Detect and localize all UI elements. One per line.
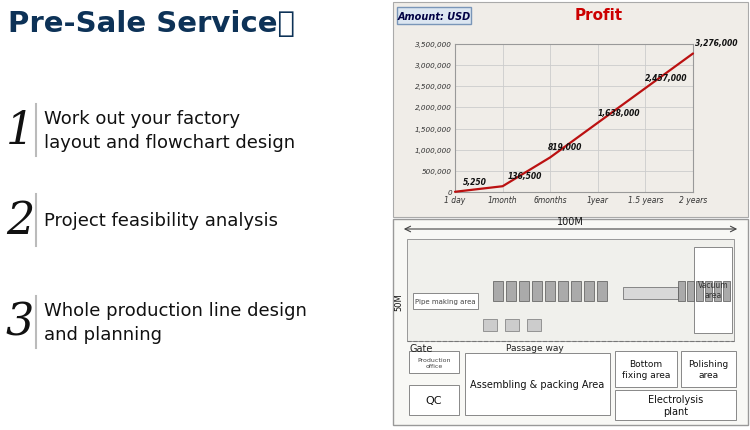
Text: 5,250: 5,250 xyxy=(463,177,487,186)
Bar xyxy=(678,281,685,301)
Text: Amount: USD: Amount: USD xyxy=(398,12,471,22)
Text: 1,500,000: 1,500,000 xyxy=(416,126,452,132)
Text: Gate: Gate xyxy=(409,343,432,353)
Bar xyxy=(393,3,748,218)
Text: Polishing
area: Polishing area xyxy=(688,359,728,379)
Bar xyxy=(681,351,736,387)
Bar xyxy=(615,351,677,387)
Text: 3,500,000: 3,500,000 xyxy=(416,42,452,48)
Text: Profit: Profit xyxy=(574,8,623,23)
Text: 2,000,000: 2,000,000 xyxy=(416,105,452,111)
Text: 1,638,000: 1,638,000 xyxy=(598,108,640,117)
Text: 1: 1 xyxy=(6,109,34,152)
Text: 0: 0 xyxy=(447,190,452,196)
Bar xyxy=(505,319,519,331)
Bar xyxy=(532,281,542,301)
Bar xyxy=(597,281,607,301)
Bar xyxy=(705,281,712,301)
Bar xyxy=(407,240,734,341)
Text: 136,500: 136,500 xyxy=(508,172,542,181)
Text: Whole production line design
and planning: Whole production line design and plannin… xyxy=(44,301,307,344)
Bar xyxy=(571,281,581,301)
Text: 3,276,000: 3,276,000 xyxy=(695,40,737,48)
Bar xyxy=(584,281,594,301)
Bar xyxy=(694,247,732,333)
Bar xyxy=(465,353,610,415)
Text: Project feasibility analysis: Project feasibility analysis xyxy=(44,212,278,230)
Bar xyxy=(413,293,478,309)
Text: Pipe making area: Pipe making area xyxy=(415,298,476,304)
Bar xyxy=(615,390,736,420)
Text: 50M: 50M xyxy=(394,293,404,310)
Bar xyxy=(527,319,541,331)
Text: Work out your factory
layout and flowchart design: Work out your factory layout and flowcha… xyxy=(44,109,295,152)
Text: 100M: 100M xyxy=(557,216,584,227)
Text: 1year: 1year xyxy=(586,196,609,205)
Text: 1,000,000: 1,000,000 xyxy=(416,147,452,154)
Text: 2,457,000: 2,457,000 xyxy=(646,74,688,83)
Bar xyxy=(409,351,459,373)
Bar xyxy=(493,281,503,301)
Text: 1.5 years: 1.5 years xyxy=(628,196,663,205)
Text: 3,000,000: 3,000,000 xyxy=(416,63,452,69)
Bar xyxy=(409,385,459,415)
Bar xyxy=(545,281,555,301)
Text: 1month: 1month xyxy=(488,196,518,205)
Text: 2 years: 2 years xyxy=(679,196,707,205)
Bar xyxy=(519,281,529,301)
Text: Production
office: Production office xyxy=(417,357,451,368)
Text: 2,500,000: 2,500,000 xyxy=(416,84,452,90)
Text: Bottom
fixing area: Bottom fixing area xyxy=(622,359,670,379)
Text: 6months: 6months xyxy=(533,196,567,205)
Text: Assembling & packing Area: Assembling & packing Area xyxy=(470,379,604,389)
Text: Vacuum
area: Vacuum area xyxy=(698,280,728,300)
Text: Passage way: Passage way xyxy=(506,343,564,352)
Bar xyxy=(714,281,721,301)
Bar xyxy=(623,287,678,299)
Bar xyxy=(397,8,471,25)
Text: 500,000: 500,000 xyxy=(422,169,452,175)
Text: Electrolysis
plant: Electrolysis plant xyxy=(648,394,704,416)
Text: 2: 2 xyxy=(6,199,34,242)
Text: 1 day: 1 day xyxy=(444,196,466,205)
Bar xyxy=(393,219,748,425)
Text: QC: QC xyxy=(426,395,442,405)
Bar xyxy=(687,281,694,301)
Bar xyxy=(483,319,497,331)
Bar xyxy=(506,281,516,301)
Text: 819,000: 819,000 xyxy=(548,143,583,152)
Text: 3: 3 xyxy=(6,301,34,344)
Bar xyxy=(558,281,568,301)
Text: Pre-Sale Service：: Pre-Sale Service： xyxy=(8,10,295,38)
Bar xyxy=(696,281,703,301)
Bar xyxy=(723,281,730,301)
